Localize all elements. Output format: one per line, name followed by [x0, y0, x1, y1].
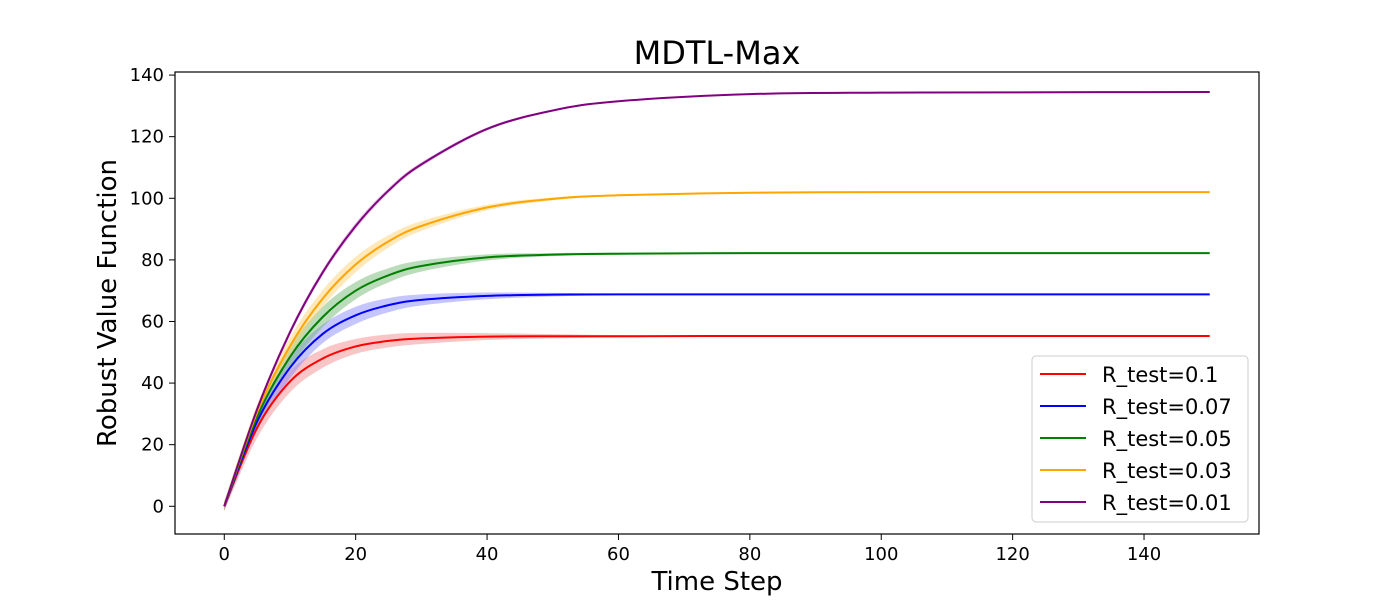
legend-label-1: R_test=0.1	[1102, 363, 1218, 388]
line-series-1	[223, 334, 1210, 507]
y-axis-ticks: 0 20 40 60 80 100 120 140	[130, 65, 175, 517]
x-tick-label: 120	[995, 544, 1029, 565]
x-tick-label: 0	[219, 544, 230, 565]
x-tick-label: 80	[738, 544, 761, 565]
y-tick-label: 100	[130, 188, 164, 209]
legend: R_test=0.1 R_test=0.07 R_test=0.05 R_test=0…	[1031, 355, 1249, 523]
x-tick-label: 20	[344, 544, 367, 565]
y-tick-label: 140	[130, 65, 164, 86]
y-tick-label: 60	[141, 311, 164, 332]
y-tick-label: 120	[130, 127, 164, 148]
y-tick-label: 20	[141, 435, 164, 456]
x-tick-label: 140	[1127, 544, 1161, 565]
legend-label-2: R_test=0.07	[1102, 395, 1232, 420]
legend-box	[1031, 355, 1249, 523]
x-tick-label: 40	[476, 544, 499, 565]
y-tick-label: 0	[153, 496, 164, 517]
x-tick-label: 60	[607, 544, 630, 565]
band-series-1	[224, 332, 1210, 511]
line-series-3	[223, 252, 1210, 507]
x-axis-ticks: 0 20 40 60 80 100 120 140	[219, 534, 1161, 565]
x-tick-label: 100	[864, 544, 898, 565]
y-tick-label: 80	[141, 250, 164, 271]
plot-area-frame	[174, 71, 1260, 535]
y-axis-label: Robust Value Function	[93, 159, 123, 447]
line-series-5	[223, 91, 1210, 507]
y-tick-label: 40	[141, 373, 164, 394]
line-series-2	[223, 293, 1210, 507]
line-series-4	[223, 191, 1210, 507]
legend-label-4: R_test=0.03	[1102, 459, 1232, 484]
legend-label-3: R_test=0.05	[1102, 427, 1232, 452]
x-axis-label: Time Step	[650, 567, 782, 597]
legend-label-5: R_test=0.01	[1102, 491, 1232, 516]
chart-title: MDTL-Max	[634, 34, 801, 72]
series-lines	[223, 91, 1210, 507]
confidence-bands	[224, 92, 1210, 511]
